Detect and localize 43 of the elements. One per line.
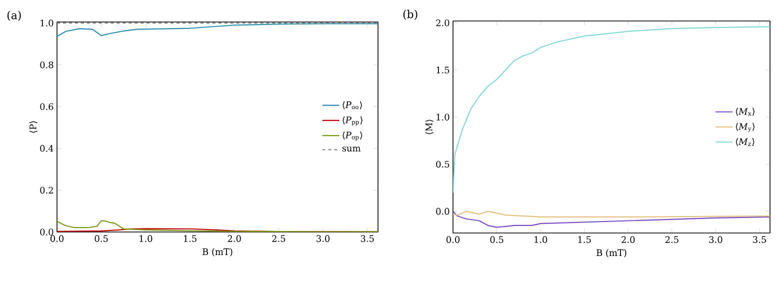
y-tick-label: 1.5 [436,66,450,74]
y-tick-label: 0.6 [40,103,54,110]
legend-label: ⟨M$_{y}$⟩ [736,122,755,132]
x-tick-label: 3.0 [709,236,722,243]
y-tick-label: 0.8 [40,61,54,68]
legend-label: ⟨M$_{z}$⟩ [736,138,754,146]
y-axis-title: ⟨P⟩ [29,121,38,133]
x-tick-label: 3.5 [753,236,766,243]
chart-title: (a) [7,10,21,21]
x-tick-label: 2.0 [228,235,241,242]
legend-label: ⟨M$_{x}$⟩ [736,108,755,116]
x-axis-title: B (mT) [596,249,626,258]
x-tick-label: 1.5 [184,235,196,242]
y-tick-label: 0.5 [436,160,450,168]
y-tick-label: 1.0 [436,114,450,120]
y-tick-label: 0.4 [40,145,54,152]
y-tick-label: 0.2 [40,186,53,194]
legend-label: ⟨P$_{oo}$⟩ [342,101,362,110]
x-tick-label: 2.5 [665,236,678,243]
y-tick-label: 2.0 [436,19,450,26]
x-axis-title: B (mT) [202,248,232,256]
x-tick-label: 1.0 [140,235,152,242]
x-tick-label: 0.0 [50,235,64,242]
y-tick-label: 0.0 [436,208,450,215]
x-tick-label: 2.5 [272,235,286,242]
line-series [57,220,378,232]
line-series [453,26,770,194]
legend-label: ⟨P$_{op}$⟩ [342,131,362,141]
y-axis-title: ⟨M⟩ [425,120,434,134]
line-series [57,23,378,37]
chart-title: (b) [403,10,418,20]
x-tick-label: 0.5 [490,236,504,243]
x-tick-label: 3.0 [316,235,330,242]
legend-label: sum [342,146,361,152]
x-tick-label: 3.5 [360,235,374,242]
y-tick-label: 0.0 [40,228,54,236]
x-tick-label: 1.5 [578,236,591,243]
x-tick-label: 0.5 [94,235,108,242]
legend-label: ⟨P$_{pp}$⟩ [342,116,362,126]
x-tick-label: 0.0 [446,236,460,243]
x-tick-label: 1.0 [534,236,548,243]
x-tick-label: 2.0 [622,236,635,243]
y-tick-label: 1.0 [40,20,54,26]
